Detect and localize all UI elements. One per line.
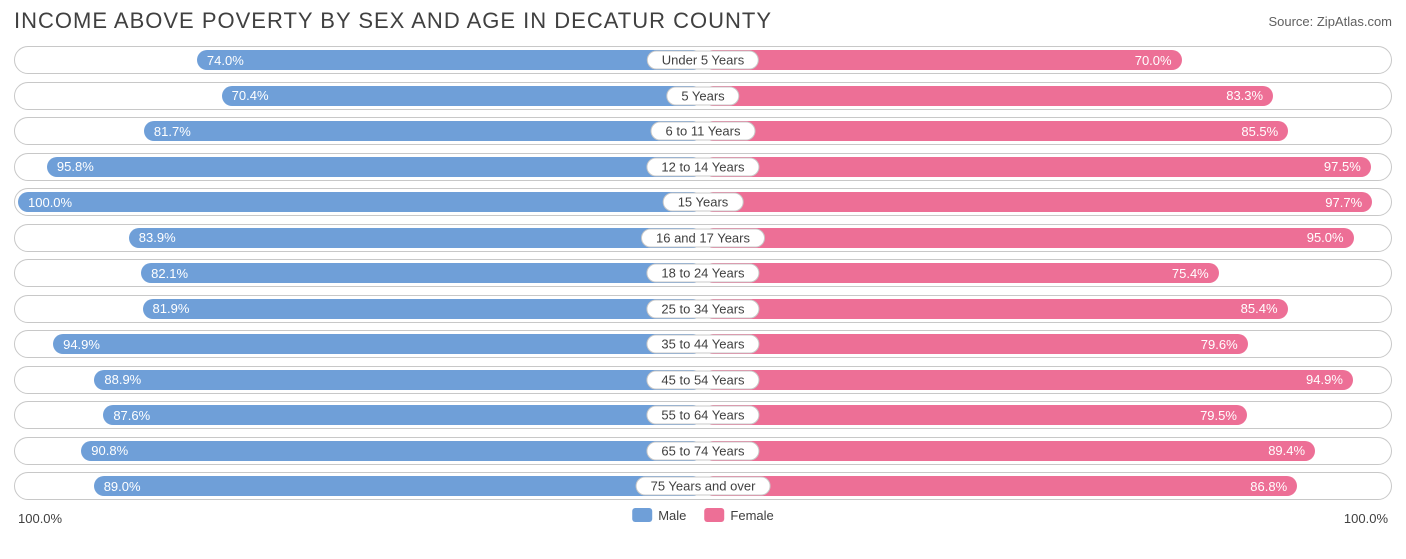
female-bar: 97.5%: [703, 157, 1371, 177]
female-value-label: 85.5%: [1241, 124, 1278, 139]
legend: Male Female: [632, 508, 774, 523]
female-bar: 75.4%: [703, 263, 1219, 283]
female-bar: 83.3%: [703, 86, 1273, 106]
age-label: 18 to 24 Years: [646, 264, 759, 283]
male-value-label: 87.6%: [113, 408, 150, 423]
male-bar: 83.9%: [129, 228, 703, 248]
male-value-label: 90.8%: [91, 443, 128, 458]
female-value-label: 97.7%: [1325, 195, 1362, 210]
bar-row: 82.1% 75.4% 18 to 24 Years: [14, 259, 1392, 287]
bar-row: 100.0% 97.7% 15 Years: [14, 188, 1392, 216]
diverging-bar-chart: 74.0% 70.0% Under 5 Years 70.4% 83.3% 5 Years…: [14, 46, 1392, 500]
age-label: 5 Years: [666, 86, 739, 105]
female-bar: 89.4%: [703, 441, 1315, 461]
age-label: 55 to 64 Years: [646, 406, 759, 425]
age-label: 35 to 44 Years: [646, 335, 759, 354]
female-value-label: 79.5%: [1200, 408, 1237, 423]
age-label: 6 to 11 Years: [651, 122, 756, 141]
male-value-label: 94.9%: [63, 337, 100, 352]
male-value-label: 70.4%: [232, 88, 269, 103]
male-bar: 89.0%: [94, 476, 703, 496]
female-value-label: 95.0%: [1307, 230, 1344, 245]
axis-right-label: 100.0%: [1344, 511, 1388, 526]
axis-left-label: 100.0%: [18, 511, 62, 526]
female-value-label: 94.9%: [1306, 372, 1343, 387]
female-value-label: 97.5%: [1324, 159, 1361, 174]
legend-female: Female: [704, 508, 773, 523]
age-label: 25 to 34 Years: [646, 299, 759, 318]
bar-row: 81.7% 85.5% 6 to 11 Years: [14, 117, 1392, 145]
male-value-label: 82.1%: [151, 266, 188, 281]
female-bar: 94.9%: [703, 370, 1353, 390]
legend-male-swatch: [632, 508, 652, 522]
bar-row: 70.4% 83.3% 5 Years: [14, 82, 1392, 110]
bar-row: 74.0% 70.0% Under 5 Years: [14, 46, 1392, 74]
bar-row: 87.6% 79.5% 55 to 64 Years: [14, 401, 1392, 429]
chart-footer: 100.0% Male Female 100.0%: [14, 508, 1392, 532]
male-bar: 70.4%: [222, 86, 703, 106]
male-bar: 94.9%: [53, 334, 703, 354]
age-label: 12 to 14 Years: [646, 157, 759, 176]
bar-row: 95.8% 97.5% 12 to 14 Years: [14, 153, 1392, 181]
male-bar: 100.0%: [18, 192, 703, 212]
female-value-label: 85.4%: [1241, 301, 1278, 316]
male-bar: 82.1%: [141, 263, 703, 283]
female-bar: 79.6%: [703, 334, 1248, 354]
legend-female-swatch: [704, 508, 724, 522]
female-value-label: 86.8%: [1250, 479, 1287, 494]
female-bar: 86.8%: [703, 476, 1297, 496]
female-bar: 85.5%: [703, 121, 1288, 141]
bar-row: 90.8% 89.4% 65 to 74 Years: [14, 437, 1392, 465]
male-value-label: 88.9%: [104, 372, 141, 387]
male-bar: 74.0%: [197, 50, 703, 70]
chart-title: INCOME ABOVE POVERTY BY SEX AND AGE IN D…: [14, 8, 772, 34]
male-value-label: 81.9%: [153, 301, 190, 316]
female-value-label: 89.4%: [1268, 443, 1305, 458]
bar-row: 83.9% 95.0% 16 and 17 Years: [14, 224, 1392, 252]
female-value-label: 79.6%: [1201, 337, 1238, 352]
age-label: 16 and 17 Years: [641, 228, 765, 247]
bar-row: 89.0% 86.8% 75 Years and over: [14, 472, 1392, 500]
female-bar: 97.7%: [703, 192, 1372, 212]
male-value-label: 95.8%: [57, 159, 94, 174]
female-value-label: 83.3%: [1226, 88, 1263, 103]
legend-female-label: Female: [730, 508, 773, 523]
bar-row: 94.9% 79.6% 35 to 44 Years: [14, 330, 1392, 358]
male-bar: 81.9%: [143, 299, 703, 319]
female-bar: 85.4%: [703, 299, 1288, 319]
age-label: 65 to 74 Years: [646, 441, 759, 460]
male-value-label: 81.7%: [154, 124, 191, 139]
male-bar: 90.8%: [81, 441, 703, 461]
female-value-label: 70.0%: [1135, 53, 1172, 68]
legend-male: Male: [632, 508, 686, 523]
age-label: 45 to 54 Years: [646, 370, 759, 389]
male-bar: 95.8%: [47, 157, 703, 177]
bar-row: 81.9% 85.4% 25 to 34 Years: [14, 295, 1392, 323]
male-bar: 81.7%: [144, 121, 703, 141]
chart-header: INCOME ABOVE POVERTY BY SEX AND AGE IN D…: [14, 8, 1392, 34]
age-label: 15 Years: [663, 193, 744, 212]
female-value-label: 75.4%: [1172, 266, 1209, 281]
male-bar: 88.9%: [94, 370, 703, 390]
male-value-label: 83.9%: [139, 230, 176, 245]
chart-source: Source: ZipAtlas.com: [1268, 14, 1392, 29]
bar-row: 88.9% 94.9% 45 to 54 Years: [14, 366, 1392, 394]
female-bar: 70.0%: [703, 50, 1182, 70]
age-label: 75 Years and over: [636, 477, 771, 496]
female-bar: 95.0%: [703, 228, 1354, 248]
age-label: Under 5 Years: [647, 51, 759, 70]
male-value-label: 89.0%: [104, 479, 141, 494]
male-value-label: 74.0%: [207, 53, 244, 68]
female-bar: 79.5%: [703, 405, 1247, 425]
male-value-label: 100.0%: [28, 195, 72, 210]
legend-male-label: Male: [658, 508, 686, 523]
male-bar: 87.6%: [103, 405, 703, 425]
